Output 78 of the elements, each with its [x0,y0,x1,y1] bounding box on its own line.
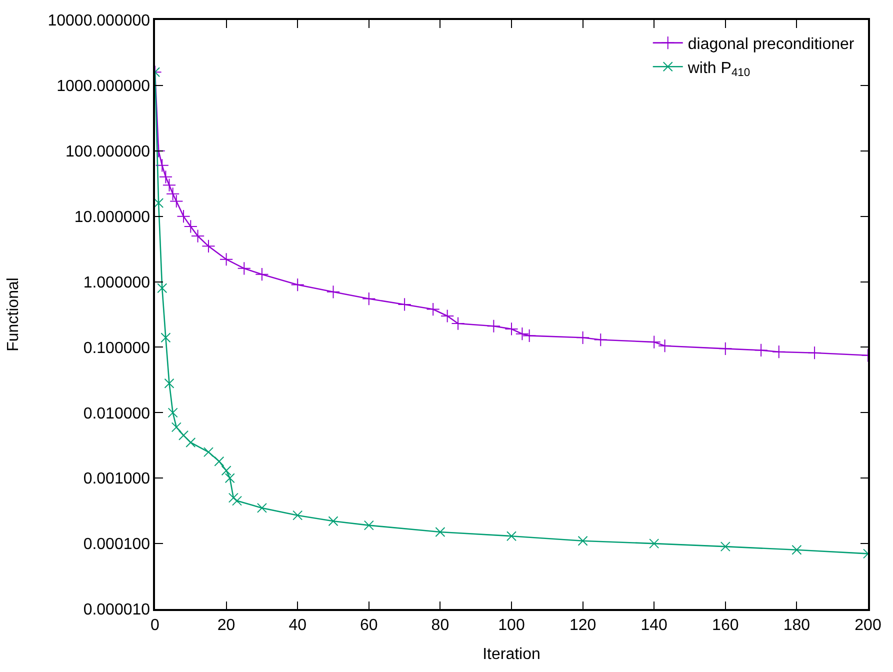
point [328,516,338,526]
point [158,170,172,184]
y-tick-label: 1000.000000 [56,78,150,96]
point [506,531,516,542]
point [160,332,171,343]
point [451,316,465,330]
x-tick-label: 60 [360,616,378,634]
legend-label: with P$_{410}$ [686,60,750,80]
x-tick-label: 160 [712,616,739,634]
x-tick-label: 0 [150,616,160,634]
point [754,343,768,358]
point [176,210,190,224]
x-axis-title: Iteration [482,646,540,664]
point [808,346,822,360]
y-tick-label: 10000.000000 [48,12,150,30]
x-tick-label: 40 [288,616,307,634]
point [720,542,730,552]
point [190,229,205,243]
point [647,335,661,349]
x-tick-label: 100 [498,616,525,634]
point [255,268,269,282]
point [326,285,340,299]
y-axis-title: Functional [5,278,22,352]
x-tick-label: 20 [217,616,236,634]
point [792,544,802,555]
point [426,302,440,316]
y-tick-label: 0.000010 [83,602,150,619]
point [220,252,234,266]
point [162,178,176,192]
y-tick-label: 0.000100 [83,536,150,554]
x-tick-label: 120 [569,616,596,634]
x-tick-label: 140 [640,616,668,634]
point [155,198,164,208]
y-tick-label: 10.000000 [74,208,150,226]
y-tick-label: 100.000000 [66,143,150,160]
point [256,502,267,513]
point [772,345,786,359]
x-tick-label: 80 [431,616,450,634]
point [290,278,304,292]
point [168,408,178,418]
point [178,430,189,440]
point [576,330,590,344]
point [398,298,412,312]
point [594,332,608,347]
point [658,339,672,353]
point [440,309,454,323]
point [186,438,196,448]
point [221,466,232,476]
point [228,492,238,503]
point [232,496,242,506]
point [155,158,169,172]
point [522,328,536,342]
point [362,292,376,306]
point [184,220,198,234]
point [157,283,168,294]
legend-label: diagonal preconditioner [688,36,855,54]
point [364,520,374,530]
x-tick-label: 200 [854,616,882,634]
point [649,538,660,549]
y-tick-label: 0.001000 [83,470,150,488]
point [237,262,251,276]
point [202,239,216,253]
point [171,422,182,432]
point [504,322,518,336]
x-tick-label: 180 [783,616,810,634]
y-tick-label: 0.100000 [83,340,150,357]
point [292,510,303,520]
point [486,319,500,333]
point [718,342,732,356]
point [224,473,235,484]
point [164,378,174,388]
point [515,327,529,341]
point [578,536,588,546]
point [214,456,224,466]
y-tick-label: 1.000000 [83,274,150,292]
point [435,527,446,538]
point [203,447,214,458]
y-tick-label: 0.010000 [83,405,150,422]
